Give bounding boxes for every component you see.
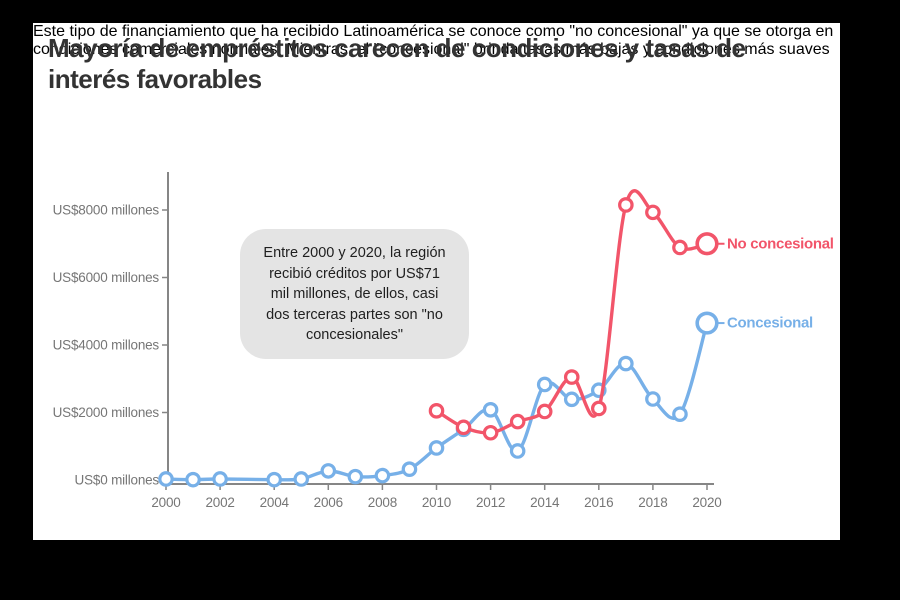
data-point-no-concesional <box>672 239 688 256</box>
x-tick-label: 2004 <box>260 495 290 510</box>
y-tick-label: US$0 millones <box>75 473 160 488</box>
x-tick-label: 2010 <box>422 495 451 510</box>
annotation-text-line-5: concesionales" <box>305 327 404 344</box>
data-point-concesional <box>293 471 310 487</box>
data-point-concesional <box>563 391 580 408</box>
data-point-concesional <box>428 440 445 456</box>
last-data-point-concesional <box>695 311 719 335</box>
data-point-concesional <box>536 376 553 393</box>
x-tick-label: 2018 <box>638 495 667 510</box>
legend-label-no-concesional: No concesional <box>727 235 834 253</box>
data-point-concesional <box>185 471 201 488</box>
annotation-text-line-3: mil millones, de ellos, casi <box>270 286 439 303</box>
chart-card: Mayoría de empréstitos carecen de condic… <box>33 23 840 540</box>
x-tick-label: 2020 <box>692 495 721 510</box>
annotation-text-line-4: dos terceras partes son "no <box>266 306 443 323</box>
data-point-no-concesional <box>455 419 472 436</box>
x-tick-label: 2008 <box>368 495 397 510</box>
annotation-text-line-1: Entre 2000 y 2020, la región <box>263 245 446 261</box>
annotation-text-line-2: recibió créditos por US$71 <box>269 265 440 282</box>
data-point-concesional <box>320 463 337 479</box>
last-data-point-no-concesional <box>695 232 719 256</box>
legend-label-concesional: Concesional <box>727 314 813 332</box>
x-tick-label: 2002 <box>205 495 234 510</box>
data-point-concesional <box>401 461 418 477</box>
data-point-no-concesional <box>428 403 445 419</box>
y-tick-label: US$6000 millones <box>53 270 160 285</box>
chart-subtitle-line-2: condiciones comerciales normales. Mientr… <box>33 41 830 58</box>
x-tick-label: 2014 <box>530 495 560 510</box>
data-point-no-concesional <box>590 400 607 417</box>
data-point-concesional <box>672 406 688 422</box>
chart-title: Mayoría de empréstitos carecen de condic… <box>48 33 818 95</box>
chart-title-line-2: interés favorables <box>48 64 262 95</box>
data-point-concesional <box>347 468 364 485</box>
x-tick-label: 2016 <box>584 495 613 510</box>
data-point-concesional <box>374 467 391 484</box>
y-tick-label: US$8000 millones <box>53 203 160 218</box>
line-chart: US$0 millones US$2000 millones US$4000 mil… <box>53 172 725 510</box>
data-point-concesional <box>266 471 282 488</box>
data-point-no-concesional <box>618 197 634 213</box>
x-tick-label: 2000 <box>151 495 180 510</box>
data-point-no-concesional <box>645 204 661 221</box>
x-tick-label: 2006 <box>314 495 343 510</box>
data-point-concesional <box>618 355 634 372</box>
data-point-concesional <box>509 443 526 459</box>
chart-title-line-1: Mayoría de empréstitos carecen de condic… <box>48 33 746 63</box>
data-point-no-concesional <box>482 424 499 441</box>
x-tick-label: 2012 <box>476 495 505 510</box>
data-point-concesional <box>482 401 499 418</box>
data-point-concesional <box>212 471 228 487</box>
annotation-box: Entre 2000 y 2020, la región recibió cré… <box>240 229 469 359</box>
data-point-no-concesional <box>563 369 580 385</box>
data-point-no-concesional <box>536 403 553 420</box>
data-point-no-concesional <box>509 413 526 430</box>
y-tick-label: US$4000 millones <box>53 338 160 353</box>
chart-subtitle-line-1: Este tipo de financiamiento que ha recib… <box>33 23 834 40</box>
data-point-concesional <box>158 471 174 487</box>
data-point-concesional <box>645 391 661 407</box>
y-tick-label: US$2000 millones <box>53 405 160 420</box>
